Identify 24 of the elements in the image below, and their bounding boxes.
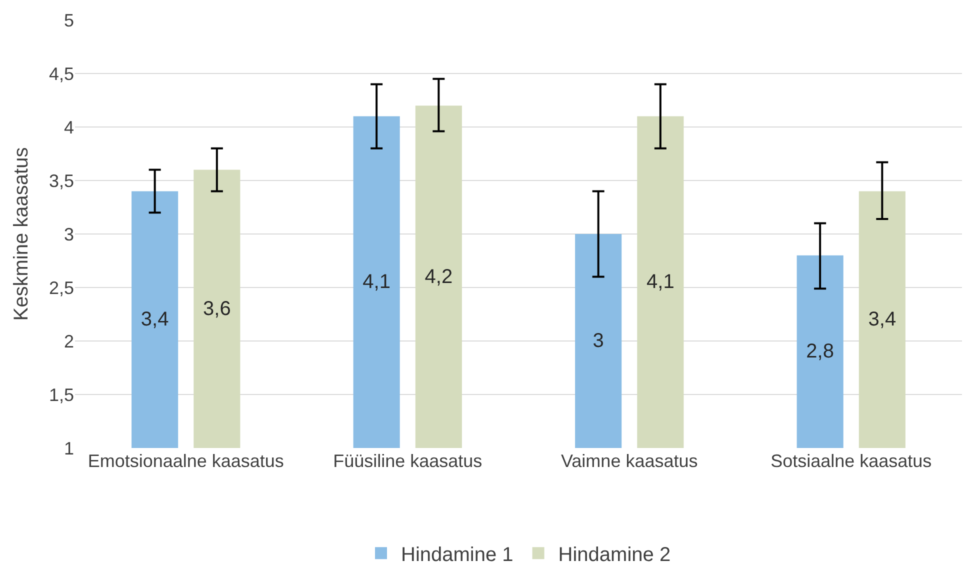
data-label: 4,2 — [424, 266, 453, 288]
y-tick-label: 5 — [64, 10, 74, 30]
x-tick-label: Emotsionaalne kaasatus — [88, 451, 284, 471]
y-tick-label: 1,5 — [48, 384, 74, 405]
x-tick-label: Vaimne kaasatus — [561, 451, 698, 471]
x-tick-label: Füüsiline kaasatus — [333, 451, 482, 471]
legend-label: Hindamine 1 — [401, 544, 514, 566]
y-tick-label: 4 — [64, 117, 74, 138]
y-tick-label: 4,5 — [48, 64, 74, 84]
data-label: 4,1 — [362, 271, 390, 294]
data-label: 4,1 — [646, 271, 674, 294]
data-label: 3,4 — [140, 308, 169, 331]
y-tick-label: 3,5 — [48, 170, 74, 191]
x-tick-label: Sotsiaalne kaasatus — [770, 451, 932, 471]
y-axis-title: Keskmine kaasatus — [10, 147, 32, 321]
data-label: 3,6 — [203, 298, 231, 320]
data-label: 3,4 — [868, 308, 896, 331]
y-tick-label: 1 — [64, 438, 74, 458]
y-tick-label: 3 — [64, 224, 74, 244]
data-label: 2,8 — [806, 340, 834, 363]
y-tick-label: 2 — [64, 331, 74, 352]
data-label: 3 — [592, 330, 604, 352]
y-tick-label: 2,5 — [48, 278, 74, 298]
legend-label: Hindamine 2 — [558, 544, 671, 566]
